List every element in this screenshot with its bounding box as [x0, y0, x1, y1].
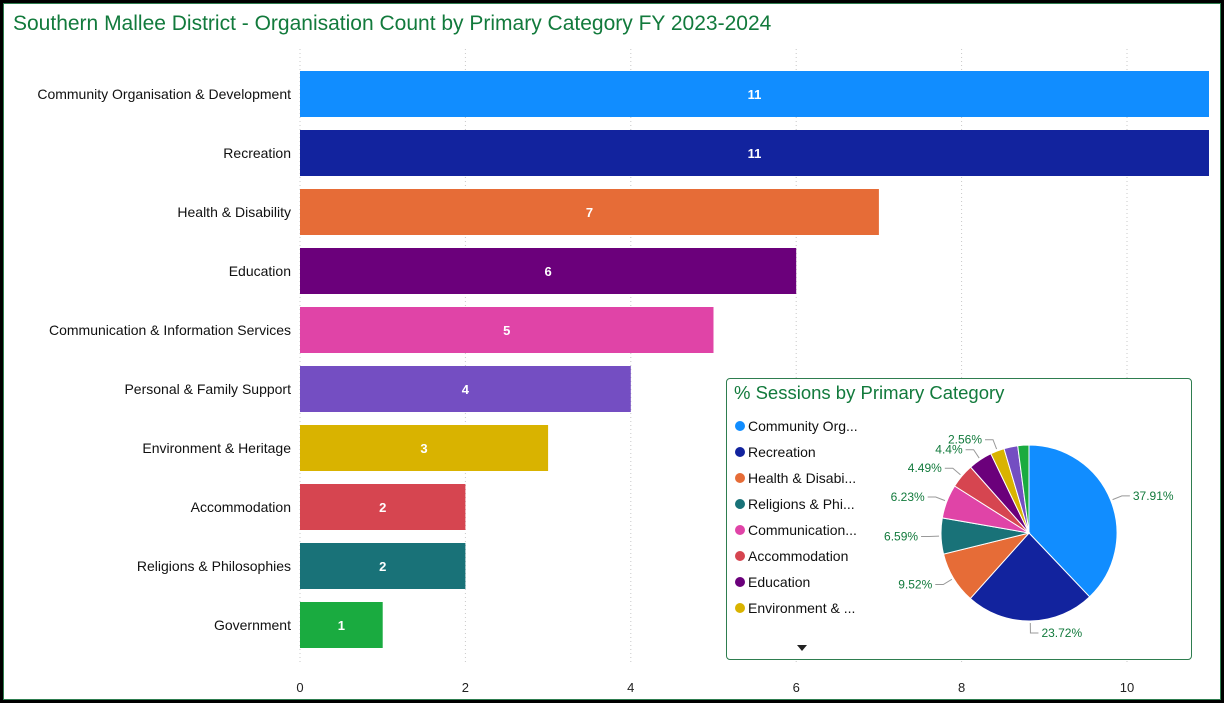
pie-data-label: 6.59%	[884, 529, 918, 543]
leader-line	[944, 467, 961, 476]
leader-line	[927, 496, 946, 502]
legend-item[interactable]: Recreation	[735, 439, 865, 465]
bar-data-label: 11	[748, 87, 762, 102]
leader-line	[1112, 495, 1130, 501]
pie-chart: 37.91% 23.72% 9.52% 6.59% 6.23% 4.49% 4.4%2.56…	[884, 433, 1174, 640]
bar[interactable]	[300, 307, 714, 353]
bar-data-label: 4	[462, 382, 470, 397]
pie-data-label: 37.91%	[1133, 489, 1174, 503]
bar-data-label: 1	[338, 618, 345, 633]
bar[interactable]	[300, 189, 879, 235]
pie-legend: Community Org... Recreation Health & Disab…	[735, 413, 865, 621]
pie-data-label: 2.56%	[948, 433, 982, 447]
bar[interactable]	[300, 425, 549, 471]
leader-line	[935, 578, 953, 585]
x-tick-label: 2	[462, 680, 469, 695]
page-title: Southern Mallee District - Organisation …	[13, 12, 772, 35]
legend-swatch	[735, 577, 745, 587]
category-label: Religions & Philosophies	[137, 558, 291, 574]
category-label: Government	[214, 617, 291, 633]
bar[interactable]	[300, 543, 466, 589]
category-label: Recreation	[223, 145, 291, 161]
report-canvas: Southern Mallee District - Organisation …	[3, 3, 1221, 700]
legend-swatch	[735, 603, 745, 613]
leader-line	[965, 449, 980, 459]
pie-slice[interactable]	[969, 532, 1091, 622]
legend-swatch	[735, 447, 745, 457]
legend-item[interactable]: Accommodation	[735, 543, 865, 569]
legend-scroll-down-icon[interactable]	[797, 645, 807, 651]
x-tick-label: 0	[296, 680, 303, 695]
leader-line	[985, 439, 998, 450]
bar[interactable]	[300, 71, 1209, 117]
legend-item[interactable]: Communication...	[735, 517, 865, 543]
bar-data-label: 3	[420, 441, 427, 456]
category-label: Education	[229, 263, 291, 279]
legend-swatch	[735, 551, 745, 561]
pie-chart-card: % Sessions by Primary Category Community…	[726, 378, 1192, 660]
bar-data-label: 6	[544, 264, 551, 279]
legend-item[interactable]: Health & Disabi...	[735, 465, 865, 491]
bar-data-label: 7	[586, 205, 593, 220]
category-label: Environment & Heritage	[142, 440, 291, 456]
x-tick-label: 4	[627, 680, 634, 695]
x-tick-label: 6	[793, 680, 800, 695]
legend-swatch	[735, 499, 745, 509]
pie-data-label: 23.72%	[1041, 626, 1082, 640]
category-label: Health & Disability	[177, 204, 291, 220]
pie-data-label: 6.23%	[891, 490, 925, 504]
pie-slice[interactable]	[1017, 444, 1030, 534]
legend-item[interactable]: Religions & Phi...	[735, 491, 865, 517]
bar[interactable]	[300, 484, 466, 530]
bar[interactable]	[300, 366, 631, 412]
legend-swatch	[735, 525, 745, 535]
bar-data-label: 5	[503, 323, 510, 338]
bar[interactable]	[300, 248, 797, 294]
bar[interactable]	[300, 130, 1209, 176]
bar-data-label: 2	[379, 559, 386, 574]
category-label: Accommodation	[191, 499, 291, 515]
legend-item[interactable]: Environment & ...	[735, 595, 865, 621]
pie-slice[interactable]	[1028, 444, 1118, 598]
bar-data-label: 2	[379, 500, 386, 515]
legend-item[interactable]: Education	[735, 569, 865, 595]
pie-data-label: 4.49%	[908, 461, 942, 475]
leader-line	[1029, 622, 1039, 634]
bar-data-label: 11	[748, 146, 762, 161]
pie-data-label: 9.52%	[898, 577, 932, 591]
pie-chart-title: % Sessions by Primary Category	[734, 382, 1005, 403]
legend-swatch	[735, 473, 745, 483]
bar[interactable]	[300, 602, 383, 648]
x-tick-label: 10	[1120, 680, 1134, 695]
legend-swatch	[735, 421, 745, 431]
category-label: Community Organisation & Development	[37, 86, 291, 102]
category-label: Personal & Family Support	[124, 381, 291, 397]
x-tick-label: 8	[958, 680, 965, 695]
pie-data-label: 4.4%	[935, 443, 963, 457]
category-label: Communication & Information Services	[49, 322, 291, 338]
legend-item[interactable]: Community Org...	[735, 413, 865, 439]
